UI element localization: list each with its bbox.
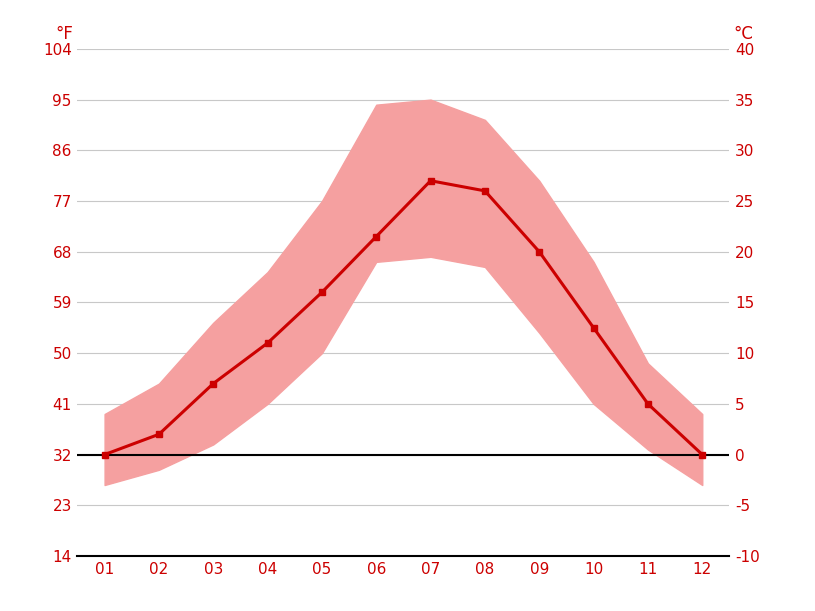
Text: °C: °C xyxy=(734,25,753,43)
Text: °F: °F xyxy=(55,25,73,43)
